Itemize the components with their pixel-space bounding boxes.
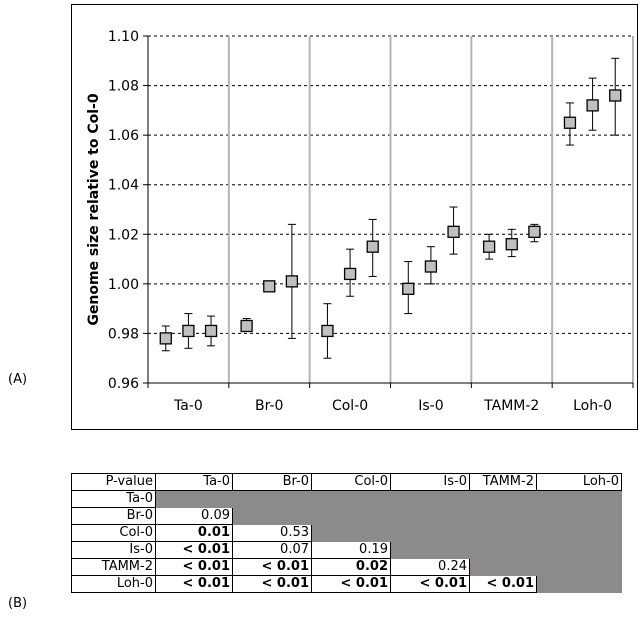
column-header: TAMM-2 bbox=[469, 473, 537, 491]
panel-label-a: (A) bbox=[8, 372, 28, 387]
p-value-cell: 0.19 bbox=[311, 541, 391, 559]
empty-shaded-cell bbox=[469, 524, 537, 542]
table-row: Ta-0 bbox=[71, 490, 622, 508]
empty-shaded-cell bbox=[232, 507, 312, 525]
column-header: Ta-0 bbox=[155, 473, 233, 491]
data-point bbox=[204, 324, 218, 338]
x-tick-label: TAMM-2 bbox=[483, 398, 539, 414]
y-tick-label: 1.10 bbox=[108, 29, 139, 45]
p-value-cell: < 0.01 bbox=[155, 575, 233, 593]
y-tick-label: 1.00 bbox=[108, 277, 139, 293]
data-point bbox=[424, 260, 438, 273]
y-tick-label: 1.04 bbox=[108, 178, 139, 194]
x-tick-label: Br-0 bbox=[255, 398, 283, 414]
table-row: Is-0 < 0.01 0.07 0.19 bbox=[71, 541, 622, 559]
chart-svg: 0.96 0.98 1.00 1.02 1.04 1.06 1.08 1.10 Ta-0 Br-0… bbox=[86, 29, 634, 414]
x-tick-label: Ta-0 bbox=[173, 398, 203, 414]
empty-shaded-cell bbox=[536, 541, 622, 559]
p-value-cell: 0.09 bbox=[155, 507, 233, 525]
p-value-cell: 0.01 bbox=[155, 524, 233, 542]
empty-shaded-cell bbox=[469, 558, 537, 576]
data-point bbox=[240, 319, 253, 333]
empty-shaded-cell bbox=[311, 490, 391, 508]
empty-shaded-cell bbox=[232, 490, 312, 508]
p-value-cell: < 0.01 bbox=[155, 541, 233, 559]
p-value-table: P-value Ta-0 Br-0 Col-0 Is-0 TAMM-2 Loh-0 Ta-0 B… bbox=[71, 473, 622, 593]
table-corner-label: P-value bbox=[71, 473, 156, 491]
empty-shaded-cell bbox=[390, 524, 470, 542]
y-axis-title: Genome size relative to Col-0 bbox=[86, 93, 102, 325]
data-point bbox=[609, 89, 622, 102]
p-value-cell: < 0.01 bbox=[469, 575, 537, 593]
p-value-cell: 0.53 bbox=[232, 524, 312, 542]
data-point bbox=[528, 225, 541, 238]
row-header: Is-0 bbox=[71, 541, 156, 559]
empty-shaded-cell bbox=[390, 541, 470, 559]
row-header: Ta-0 bbox=[71, 490, 156, 508]
p-value-cell: 0.02 bbox=[311, 558, 391, 576]
data-point bbox=[182, 324, 195, 338]
row-header: Loh-0 bbox=[71, 575, 156, 593]
data-point bbox=[285, 275, 299, 288]
data-point bbox=[343, 267, 357, 281]
data-point bbox=[402, 282, 415, 295]
p-value-cell: < 0.01 bbox=[232, 575, 312, 593]
table-row: Loh-0 < 0.01 < 0.01 < 0.01 < 0.01 < 0.01 bbox=[71, 575, 622, 593]
empty-shaded-cell bbox=[536, 507, 622, 525]
data-point bbox=[159, 332, 172, 345]
table-row: TAMM-2 < 0.01 < 0.01 0.02 0.24 bbox=[71, 558, 622, 576]
empty-shaded-cell bbox=[311, 507, 391, 525]
table-row: Col-0 0.01 0.53 bbox=[71, 524, 622, 542]
data-point bbox=[563, 116, 577, 129]
p-value-cell: 0.07 bbox=[232, 541, 312, 559]
data-point bbox=[505, 238, 518, 251]
y-tick-label: 1.06 bbox=[108, 128, 139, 144]
y-tick-label: 1.02 bbox=[108, 227, 139, 243]
data-point bbox=[321, 324, 334, 338]
p-value-cell: < 0.01 bbox=[311, 575, 391, 593]
row-header: TAMM-2 bbox=[71, 558, 156, 576]
y-tick-label: 0.96 bbox=[108, 376, 139, 392]
data-point bbox=[482, 240, 496, 253]
empty-shaded-cell bbox=[311, 524, 391, 542]
column-header: Col-0 bbox=[311, 473, 391, 491]
p-value-cell: < 0.01 bbox=[232, 558, 312, 576]
empty-shaded-cell bbox=[390, 507, 470, 525]
data-point bbox=[366, 240, 379, 253]
empty-shaded-cell bbox=[469, 541, 537, 559]
panel-label-b: (B) bbox=[8, 596, 28, 611]
y-tick-label: 1.08 bbox=[108, 79, 139, 95]
data-point bbox=[263, 280, 276, 293]
data-point bbox=[586, 99, 599, 112]
p-value-cell: 0.24 bbox=[390, 558, 470, 576]
empty-shaded-cell bbox=[390, 490, 470, 508]
column-header: Loh-0 bbox=[536, 473, 622, 491]
empty-shaded-cell bbox=[536, 558, 622, 576]
table-row: Br-0 0.09 bbox=[71, 507, 622, 525]
table-header-row: P-value Ta-0 Br-0 Col-0 Is-0 TAMM-2 Loh-0 bbox=[71, 473, 622, 491]
genome-size-chart: 0.96 0.98 1.00 1.02 1.04 1.06 1.08 1.10 Ta-0 Br-0… bbox=[71, 4, 638, 430]
empty-shaded-cell bbox=[469, 490, 537, 508]
empty-shaded-cell bbox=[536, 575, 622, 593]
y-tick-label: 0.98 bbox=[108, 326, 139, 342]
p-value-cell: < 0.01 bbox=[155, 558, 233, 576]
empty-shaded-cell bbox=[469, 507, 537, 525]
empty-shaded-cell bbox=[536, 524, 622, 542]
row-header: Br-0 bbox=[71, 507, 156, 525]
p-value-cell: < 0.01 bbox=[390, 575, 470, 593]
row-header: Col-0 bbox=[71, 524, 156, 542]
column-header: Br-0 bbox=[232, 473, 312, 491]
column-header: Is-0 bbox=[390, 473, 470, 491]
x-tick-label: Col-0 bbox=[332, 398, 368, 414]
empty-shaded-cell bbox=[536, 490, 622, 508]
x-tick-label: Loh-0 bbox=[573, 398, 612, 414]
empty-shaded-cell bbox=[155, 490, 233, 508]
x-tick-label: Is-0 bbox=[418, 398, 443, 414]
data-point bbox=[447, 225, 460, 238]
